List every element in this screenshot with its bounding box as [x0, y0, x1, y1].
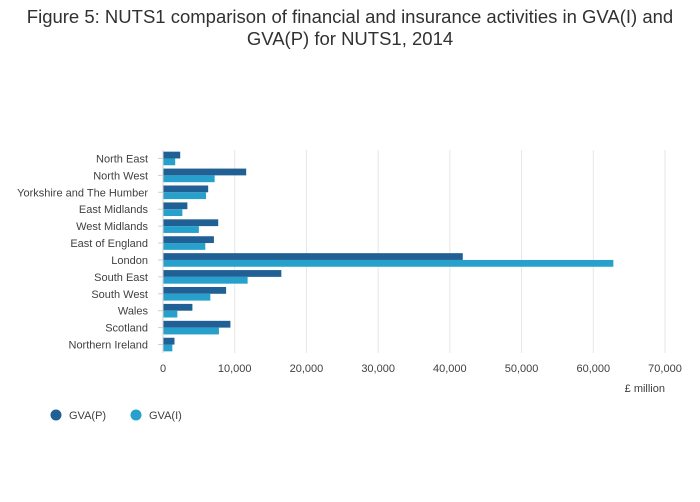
bar-gva-p--east-midlands — [163, 202, 188, 210]
legend: GVA(P) GVA(I) — [50, 409, 182, 422]
y-tick-label: East Midlands — [79, 204, 149, 216]
axes: 0 10,000 20,000 30,000 40,000 50,000 60,000 70,… — [17, 150, 682, 375]
y-tick-label: East of England — [70, 238, 148, 250]
bar-gva-i--london — [163, 259, 614, 267]
y-tick-label: Wales — [118, 306, 149, 318]
bar-gva-p--scotland — [163, 320, 231, 328]
y-tick-label: South West — [91, 289, 148, 301]
x-tick-label: 40,000 — [433, 363, 467, 375]
bar-gva-p--yorkshire-and-the-humber — [163, 185, 209, 193]
bar-gva-p--north-west — [163, 168, 247, 176]
x-tick-label: 50,000 — [505, 363, 539, 375]
x-tick-label: 30,000 — [361, 363, 395, 375]
legend-marker — [130, 409, 142, 421]
legend-label: GVA(P) — [69, 410, 106, 422]
bar-gva-p--south-east — [163, 270, 282, 277]
x-tick-label: 60,000 — [576, 363, 610, 375]
y-tick-label: North West — [93, 170, 148, 182]
bar-gva-p--west-midlands — [163, 219, 219, 227]
y-tick-label: North East — [96, 153, 148, 165]
bar-gva-p--east-of-england — [163, 236, 214, 244]
bar-gva-i--east-of-england — [163, 243, 206, 250]
y-tick-label: West Midlands — [76, 221, 148, 233]
legend-label: GVA(I) — [149, 410, 182, 422]
bar-gva-p--north-east — [163, 151, 181, 159]
x-axis-label: £ million — [625, 383, 665, 395]
y-tick-label: Scotland — [105, 323, 148, 335]
bar-gva-i--south-east — [163, 276, 248, 284]
bar-gva-i--south-west — [163, 293, 211, 301]
y-tick-label: Yorkshire and The Humber — [17, 187, 148, 199]
gridlines — [234, 150, 666, 353]
bar-gva-p--wales — [163, 303, 193, 311]
bar-gva-i--north-east — [163, 158, 176, 166]
x-tick-label: 70,000 — [648, 363, 682, 375]
bar-gva-p--london — [163, 253, 463, 260]
bar-gva-i--east-midlands — [163, 209, 183, 217]
x-tick-label: 0 — [160, 363, 166, 375]
bar-gva-i--west-midlands — [163, 226, 199, 233]
bar-gva-i--yorkshire-and-the-humber — [163, 192, 207, 200]
y-tick-label: London — [111, 255, 148, 267]
bar-gva-i--northern-ireland — [163, 344, 173, 352]
legend-marker — [50, 409, 62, 421]
y-tick-label: South East — [94, 272, 148, 284]
bar-gva-i--wales — [163, 310, 178, 318]
bar-gva-i--north-west — [163, 175, 215, 183]
x-tick-label: 10,000 — [218, 363, 252, 375]
x-tick-label: 20,000 — [290, 363, 324, 375]
bar-gva-p--northern-ireland — [163, 337, 175, 345]
bar-gva-i--scotland — [163, 327, 219, 335]
bars — [163, 151, 614, 352]
bar-gva-p--south-west — [163, 286, 227, 294]
chart-title: Figure 5: NUTS1 comparison of financial … — [26, 6, 674, 49]
y-tick-label: Northern Ireland — [69, 340, 149, 352]
